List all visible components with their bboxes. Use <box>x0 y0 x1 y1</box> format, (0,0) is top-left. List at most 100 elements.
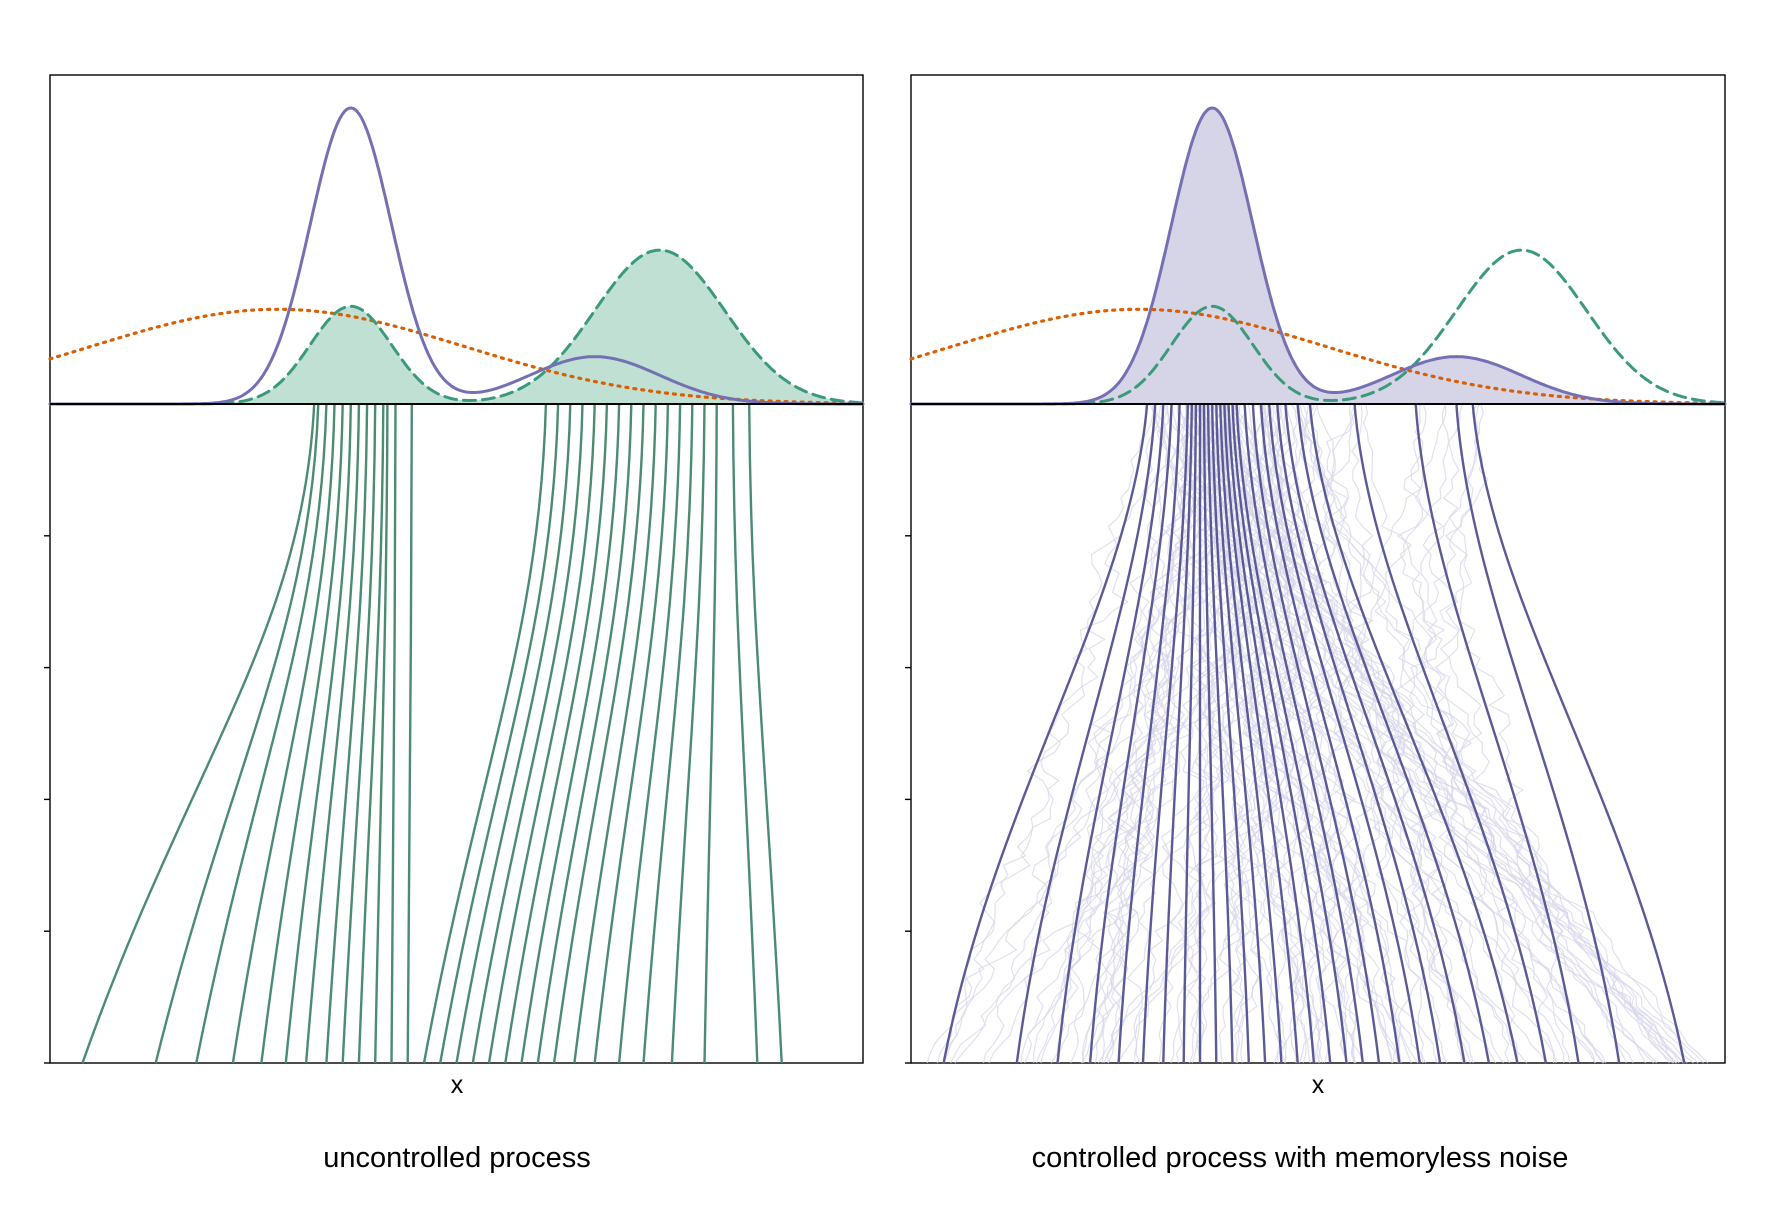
panel-right: x <box>905 74 1727 1099</box>
process-path <box>1353 403 1548 1064</box>
noise-path <box>1117 403 1446 1064</box>
process-path <box>1202 403 1218 1064</box>
process-path <box>1223 403 1299 1064</box>
process-path <box>1455 403 1621 1064</box>
process-path <box>439 403 560 1064</box>
process-path <box>552 403 645 1064</box>
process-path <box>325 403 369 1064</box>
noise-path <box>1269 403 1330 1064</box>
process-path <box>1182 403 1198 1064</box>
process-path <box>284 403 352 1064</box>
process-path <box>231 403 336 1064</box>
noise-path <box>1315 403 1627 1064</box>
process-path <box>1471 403 1686 1064</box>
process-path <box>536 403 633 1064</box>
process-path <box>670 403 706 1064</box>
noise-path <box>1234 403 1565 1064</box>
process-path <box>487 403 596 1064</box>
process-path <box>1227 403 1316 1064</box>
process-path <box>520 403 621 1064</box>
process-path <box>617 403 682 1064</box>
target-density-right <box>909 106 1727 406</box>
plot-frame-right <box>910 74 1726 1064</box>
noise-path <box>1304 403 1471 1064</box>
noise-path <box>1193 403 1528 1064</box>
process-path <box>703 403 718 1064</box>
prior-density-left <box>48 307 865 405</box>
process-path <box>1251 403 1381 1064</box>
process-path <box>260 403 344 1064</box>
process-path <box>195 403 328 1064</box>
noise-path <box>1206 403 1704 1064</box>
y-ticks-left <box>44 535 50 1064</box>
process-path <box>1268 403 1421 1064</box>
noise-path <box>1201 403 1607 1064</box>
process-path <box>731 403 759 1064</box>
noise-path <box>982 403 1206 1064</box>
noise-path <box>1261 403 1466 1064</box>
process-path <box>406 403 413 1064</box>
panel-left: x <box>44 74 865 1099</box>
noise-path <box>1216 403 1504 1064</box>
noise-path <box>1362 403 1555 1064</box>
process-path <box>390 403 397 1064</box>
noise-path <box>1311 403 1374 1064</box>
process-path <box>1243 403 1364 1064</box>
process-path <box>1117 403 1181 1064</box>
noise-path <box>1302 403 1464 1064</box>
process-path <box>1162 403 1193 1064</box>
noise-path <box>1097 403 1464 1064</box>
noise-path <box>1080 403 1316 1064</box>
noise-path <box>954 403 1357 1064</box>
process-path <box>1056 403 1165 1064</box>
noise-path <box>1391 403 1479 1064</box>
process-path <box>471 403 584 1064</box>
process-path <box>1015 403 1157 1064</box>
caption-right: controlled process with memoryless noise <box>1031 1142 1569 1174</box>
x-axis-label-left: x <box>451 1071 464 1099</box>
plot-frame-left <box>49 74 864 1064</box>
process-path <box>422 403 548 1064</box>
noise-path <box>1197 403 1670 1064</box>
noise-paths-right <box>926 403 1709 1064</box>
process-path <box>1259 403 1401 1064</box>
noise-path <box>1033 403 1178 1063</box>
noise-path <box>1094 403 1190 1064</box>
process-path <box>154 403 320 1064</box>
noise-path <box>1191 403 1356 1064</box>
process-path <box>642 403 694 1064</box>
paths-right <box>942 403 1686 1064</box>
process-path <box>942 403 1149 1064</box>
process-path <box>1141 403 1189 1064</box>
process-path <box>1284 403 1466 1064</box>
noise-path <box>1396 403 1459 1064</box>
process-path <box>1215 403 1267 1064</box>
paths-left <box>81 403 783 1064</box>
caption-left: uncontrolled process <box>323 1142 591 1174</box>
model-density-right <box>909 248 1727 406</box>
noise-path <box>1196 403 1349 1064</box>
process-path <box>1414 403 1580 1064</box>
process-path <box>748 403 783 1064</box>
process-path <box>374 403 389 1064</box>
process-path <box>455 403 572 1064</box>
noise-path <box>1020 403 1221 1064</box>
process-path <box>1235 403 1348 1064</box>
noise-path <box>1081 403 1210 1064</box>
process-path <box>593 403 670 1064</box>
process-path <box>573 403 657 1064</box>
process-path <box>1308 403 1519 1064</box>
x-axis-label-right: x <box>1312 1071 1325 1099</box>
noise-path <box>1148 403 1674 1064</box>
process-path <box>1219 403 1283 1064</box>
process-path <box>1088 403 1173 1064</box>
noise-path <box>1158 403 1265 1064</box>
process-path <box>504 403 609 1064</box>
process-path <box>304 403 361 1064</box>
noise-path <box>1442 403 1571 1064</box>
process-path <box>1276 403 1442 1064</box>
process-path <box>341 403 377 1064</box>
process-path <box>1231 403 1332 1064</box>
process-path <box>81 403 316 1064</box>
